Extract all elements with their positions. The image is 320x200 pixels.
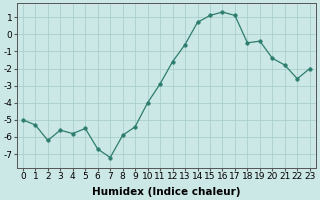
X-axis label: Humidex (Indice chaleur): Humidex (Indice chaleur) [92, 187, 241, 197]
